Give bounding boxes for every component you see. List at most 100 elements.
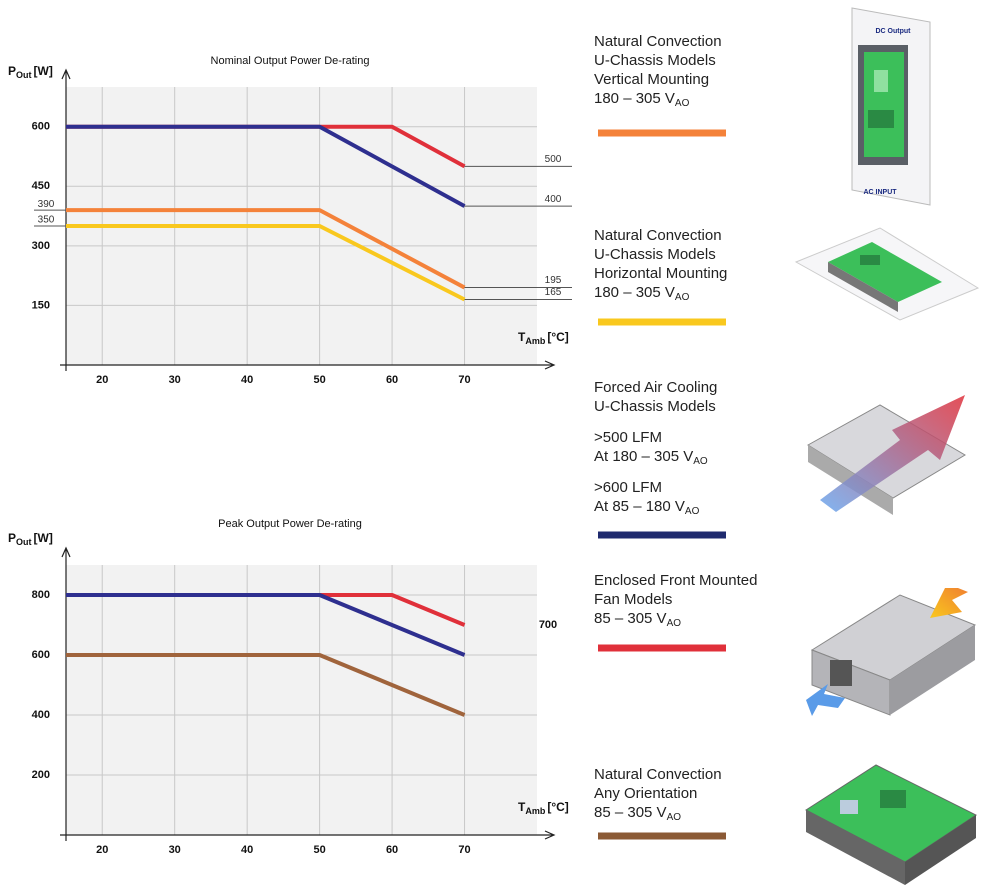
legend-text: Natural Convection bbox=[594, 227, 722, 244]
x-tick-label: 50 bbox=[313, 844, 325, 856]
legend-text-sub: AO bbox=[685, 506, 700, 517]
y-tick-label: 600 bbox=[32, 649, 50, 661]
x-tick-label: 70 bbox=[458, 374, 470, 386]
x-tick-label: 60 bbox=[386, 844, 398, 856]
legend-text-sub: AO bbox=[675, 292, 690, 303]
series-line bbox=[66, 224, 466, 302]
x-tick-label: 40 bbox=[241, 374, 253, 386]
axis-label: TAmb [°C] bbox=[518, 800, 569, 816]
legend-text: At 180 – 305 VAO bbox=[594, 448, 708, 467]
label-sub: Amb bbox=[525, 806, 546, 816]
legend-text: >600 LFM bbox=[594, 479, 662, 496]
label-sub: Out bbox=[16, 70, 32, 80]
legend-text: 180 – 305 VAO bbox=[594, 284, 690, 303]
label-symbol: T bbox=[518, 330, 526, 344]
axis-label: TAmb [°C] bbox=[518, 330, 569, 346]
end-label: 400 bbox=[545, 194, 562, 205]
legend-text: U-Chassis Models bbox=[594, 398, 716, 415]
x-tick-label: 40 bbox=[241, 844, 253, 856]
legend-text-main: 180 – 305 V bbox=[594, 90, 675, 107]
axis bbox=[61, 68, 71, 371]
product-image-vertical: DC Output AC INPUT bbox=[851, 7, 931, 206]
end-label: 700 bbox=[539, 619, 557, 631]
legend-text: 85 – 305 VAO bbox=[594, 804, 681, 823]
y-tick-label: 150 bbox=[32, 299, 50, 311]
axis bbox=[60, 830, 556, 840]
legend-text: >500 LFM bbox=[594, 429, 662, 446]
end-label: 500 bbox=[545, 154, 562, 165]
legend-text: U-Chassis Models bbox=[594, 246, 716, 263]
series-line bbox=[66, 653, 466, 717]
product-image-forced-air bbox=[807, 395, 966, 515]
legend-swatch bbox=[598, 531, 726, 539]
y-tick-label: 200 bbox=[32, 769, 50, 781]
x-tick-label: 50 bbox=[313, 374, 325, 386]
y-tick-label: 800 bbox=[32, 589, 50, 601]
legend-text: Forced Air Cooling bbox=[594, 379, 717, 396]
legend-text: At 85 – 180 VAO bbox=[594, 498, 700, 517]
label-unit: [°C] bbox=[547, 330, 568, 344]
start-label: 390 bbox=[38, 199, 55, 210]
x-tick-label: 30 bbox=[169, 374, 181, 386]
label-unit: [W] bbox=[34, 531, 53, 545]
image-label: AC INPUT bbox=[863, 189, 897, 196]
x-tick-label: 20 bbox=[96, 844, 108, 856]
y-tick-label: 400 bbox=[32, 709, 50, 721]
x-tick-label: 70 bbox=[458, 844, 470, 856]
legend-text-sub: AO bbox=[675, 98, 690, 109]
legend-swatch bbox=[598, 832, 726, 840]
legend-item: Natural Convection U-Chassis Models Horizo… bbox=[594, 227, 727, 326]
product-image-fan bbox=[806, 588, 977, 716]
legend-swatch bbox=[598, 644, 726, 652]
label-symbol: P bbox=[8, 531, 16, 545]
legend-text-main: At 180 – 305 V bbox=[594, 448, 693, 465]
legend-text: Natural Convection bbox=[594, 766, 722, 783]
legend-text-main: At 85 – 180 V bbox=[594, 498, 685, 515]
legend-item: Natural Convection Any Orientation 85 – 30… bbox=[594, 766, 726, 840]
x-tick-label: 30 bbox=[169, 844, 181, 856]
legend-text-main: 85 – 305 V bbox=[594, 804, 667, 821]
label-unit: [°C] bbox=[547, 800, 568, 814]
legend-text: Horizontal Mounting bbox=[594, 265, 727, 282]
end-label: 195 bbox=[545, 275, 562, 286]
chart-title: Nominal Output Power De-rating bbox=[211, 55, 370, 67]
legend-text: Vertical Mounting bbox=[594, 71, 709, 88]
legend-text: Natural Convection bbox=[594, 33, 722, 50]
x-tick-label: 60 bbox=[386, 374, 398, 386]
legend-item: Enclosed Front Mounted Fan Models 85 – 305… bbox=[594, 572, 757, 652]
label-symbol: T bbox=[518, 800, 526, 814]
legend-swatch bbox=[598, 318, 726, 326]
series-line bbox=[66, 593, 466, 657]
legend-text-sub: AO bbox=[667, 812, 682, 823]
label-symbol: P bbox=[8, 64, 16, 78]
axis-label: POut [W] bbox=[8, 64, 53, 80]
end-label: 165 bbox=[545, 287, 562, 298]
legend-text: 180 – 305 VAO bbox=[594, 90, 690, 109]
axis-label: POut [W] bbox=[8, 531, 53, 547]
series-line bbox=[66, 124, 466, 208]
chart-title: Peak Output Power De-rating bbox=[218, 518, 362, 530]
start-label: 350 bbox=[38, 215, 55, 226]
axis bbox=[61, 546, 71, 841]
legend-text-main: 180 – 305 V bbox=[594, 284, 675, 301]
legend-text: 85 – 305 VAO bbox=[594, 610, 681, 629]
legend-text-sub: AO bbox=[667, 618, 682, 629]
x-tick-label: 20 bbox=[96, 374, 108, 386]
y-tick-label: 600 bbox=[32, 121, 50, 133]
legend-text-sub: AO bbox=[693, 456, 708, 467]
series-line bbox=[66, 208, 466, 290]
image-label: DC Output bbox=[876, 28, 912, 35]
legend-text-main: 85 – 305 V bbox=[594, 610, 667, 627]
label-sub: Amb bbox=[525, 336, 546, 346]
label-sub: Out bbox=[16, 537, 32, 547]
product-image-horizontal bbox=[794, 227, 980, 321]
plot-area bbox=[66, 565, 537, 835]
legend-item: Natural Convection U-Chassis Models Vertic… bbox=[594, 33, 726, 137]
product-image-any bbox=[805, 764, 977, 885]
chart: Nominal Output Power De-rating POut [W] TAm… bbox=[8, 55, 572, 386]
legend-text: Fan Models bbox=[594, 591, 672, 608]
y-tick-label: 450 bbox=[32, 180, 50, 192]
legend-text: U-Chassis Models bbox=[594, 52, 716, 69]
y-tick-label: 300 bbox=[32, 240, 50, 252]
